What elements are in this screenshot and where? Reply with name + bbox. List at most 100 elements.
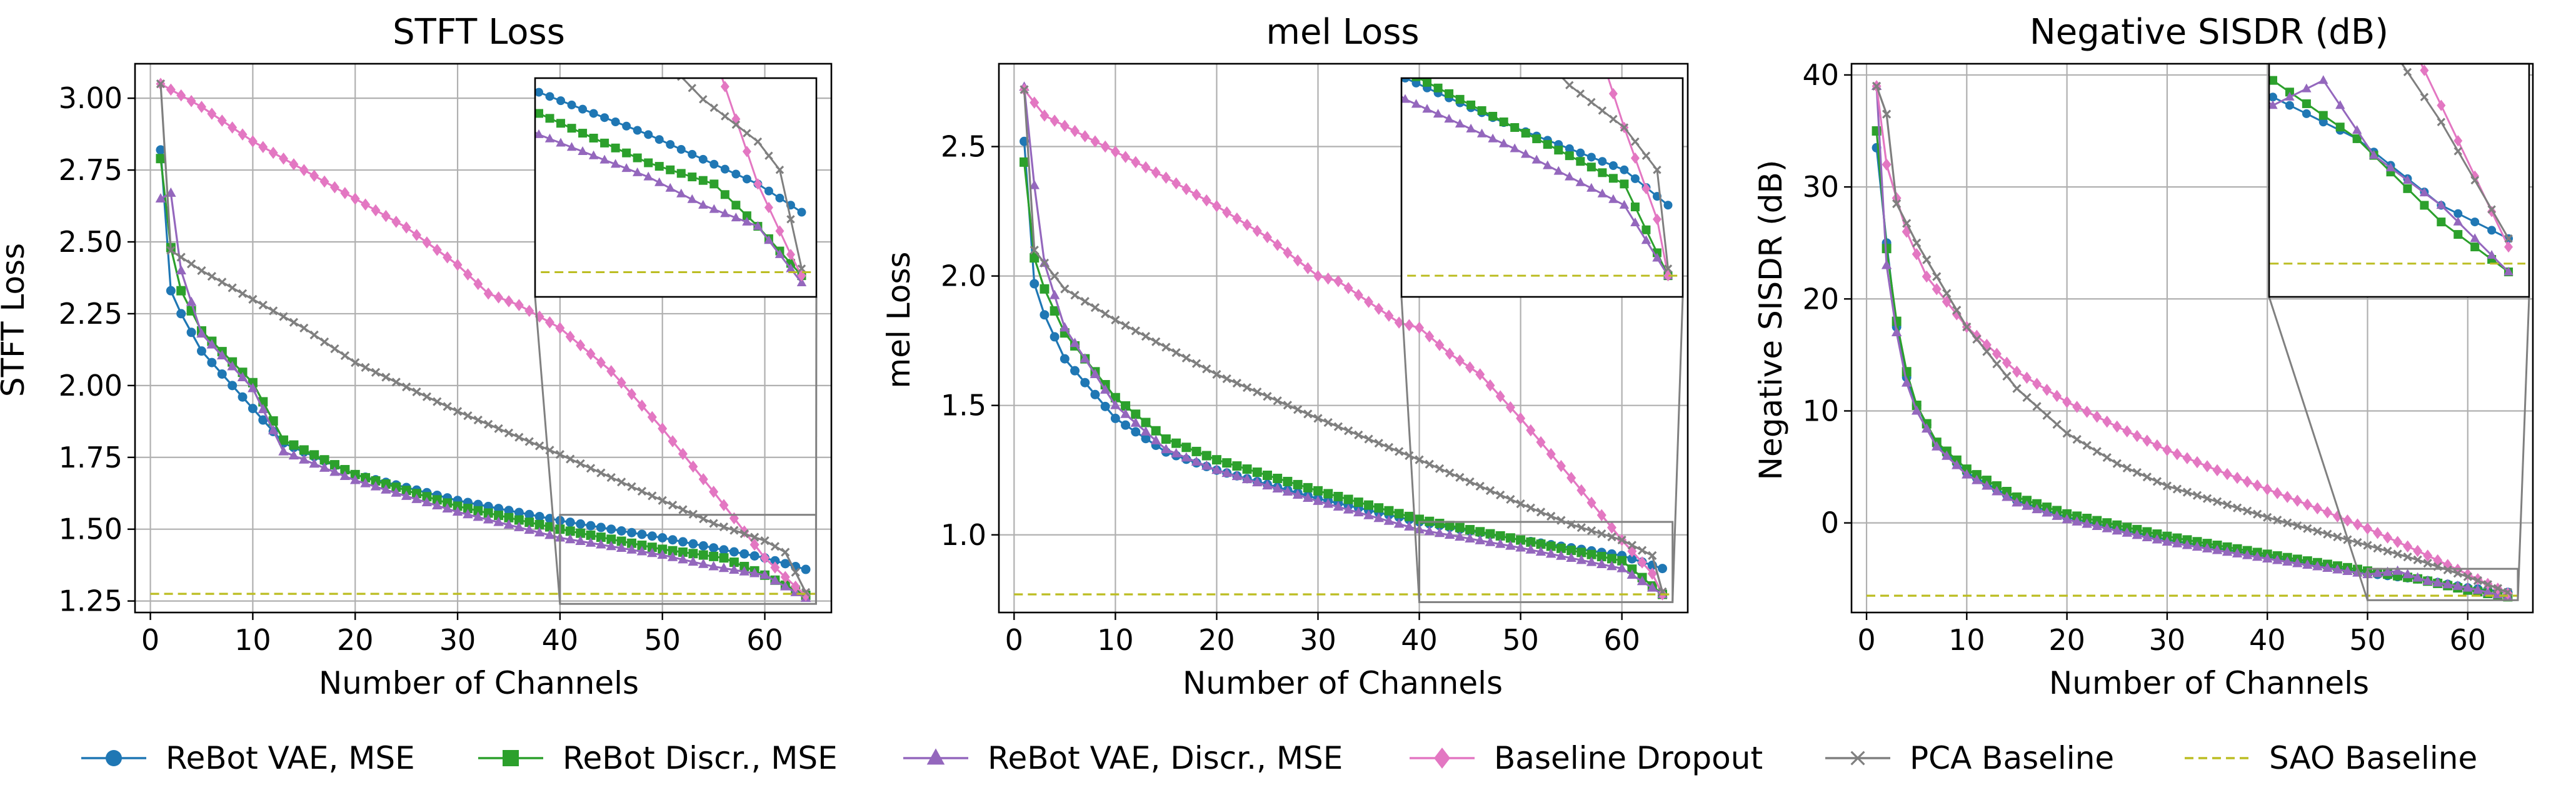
zoom-connector xyxy=(534,296,561,604)
data-point-vaedisc xyxy=(1515,542,1526,552)
data-point-drop xyxy=(1455,354,1465,367)
data-point-vaedisc xyxy=(452,506,463,516)
data-point-disc xyxy=(1050,306,1060,316)
data-point-pca xyxy=(534,441,544,451)
data-point-vaedisc xyxy=(2312,561,2323,571)
data-point-vaedisc xyxy=(349,474,361,484)
data-point-vaedisc xyxy=(1343,504,1354,514)
data-point-pca xyxy=(473,415,483,425)
data-point-vaedisc xyxy=(2012,497,2022,507)
data-point-vae xyxy=(567,100,576,109)
data-point-disc xyxy=(698,176,708,185)
data-point-vae xyxy=(1060,354,1070,364)
data-point-vaedisc xyxy=(2487,249,2497,259)
data-point-vaedisc xyxy=(626,544,637,554)
data-point-vaedisc xyxy=(2142,531,2153,541)
data-point-vaedisc xyxy=(442,503,453,513)
data-point-vae xyxy=(196,346,206,356)
series-line-pca xyxy=(159,84,807,593)
data-point-pca xyxy=(1506,494,1515,504)
data-point-vae xyxy=(688,149,697,159)
data-point-drop xyxy=(1374,302,1384,315)
data-point-pca xyxy=(2072,434,2082,444)
data-point-vae xyxy=(622,121,631,131)
data-point-drop xyxy=(1394,316,1404,329)
data-point-vaedisc xyxy=(1401,94,1410,103)
data-point-disc xyxy=(1526,537,1536,547)
data-point-disc xyxy=(1536,539,1546,549)
data-point-pca xyxy=(781,548,790,557)
data-point-vae xyxy=(654,135,664,144)
data-point-drop xyxy=(176,89,186,102)
zoom-indicator xyxy=(1400,296,1684,603)
data-point-pca xyxy=(627,482,636,491)
data-point-disc xyxy=(1171,438,1181,448)
x-tick-label: 50 xyxy=(1502,623,1539,657)
data-point-drop xyxy=(555,322,565,334)
data-point-vaedisc xyxy=(665,182,675,192)
data-point-pca xyxy=(1343,426,1353,436)
data-point-pca xyxy=(1151,337,1161,346)
data-point-drop xyxy=(2052,389,2062,402)
data-point-pca xyxy=(719,522,729,532)
data-point-vaedisc xyxy=(774,249,785,258)
data-point-vae xyxy=(1620,165,1629,174)
data-point-drop xyxy=(1364,296,1374,308)
data-point-vaedisc xyxy=(1952,459,1962,469)
data-point-disc xyxy=(1333,491,1343,501)
data-point-drop xyxy=(350,192,360,205)
data-point-disc xyxy=(1576,548,1586,558)
data-point-drop xyxy=(576,339,586,352)
data-point-vaedisc xyxy=(196,328,207,338)
y-tick-label: 2.50 xyxy=(59,225,123,259)
data-point-vaedisc xyxy=(566,142,577,151)
data-point-vaedisc xyxy=(1130,417,1141,427)
data-point-vae xyxy=(576,519,586,529)
data-point-vaedisc xyxy=(1525,544,1536,554)
data-point-pca xyxy=(402,382,411,392)
data-point-pca xyxy=(1202,364,1211,374)
data-point-vae xyxy=(801,564,811,574)
data-point-pca xyxy=(422,392,432,401)
axes-frame xyxy=(134,62,833,614)
data-point-pca xyxy=(1526,503,1535,512)
data-point-drop xyxy=(2352,518,2362,531)
data-point-pca xyxy=(2413,555,2422,564)
data-point-disc xyxy=(401,486,411,496)
data-point-pca xyxy=(1384,442,1394,452)
data-point-pca xyxy=(319,337,329,347)
legend-item-vaedisc: ReBot VAE, Discr., MSE xyxy=(903,740,1343,776)
x-tick-label: 60 xyxy=(1603,623,1640,657)
data-point-vaedisc xyxy=(1901,377,1912,387)
data-point-vaedisc xyxy=(155,193,166,203)
data-point-vaedisc xyxy=(565,534,576,544)
data-point-vaedisc xyxy=(1171,448,1181,458)
chart-title: STFT Loss xyxy=(393,12,565,52)
data-point-drop xyxy=(483,287,493,300)
data-point-vaedisc xyxy=(1466,123,1476,132)
data-point-drop xyxy=(473,278,483,291)
data-point-vaedisc xyxy=(1363,509,1374,519)
data-point-drop xyxy=(1652,213,1661,225)
data-point-vaedisc xyxy=(2472,584,2483,594)
data-point-pca xyxy=(2052,419,2062,429)
data-point-drop xyxy=(2282,491,2292,503)
data-point-vae xyxy=(678,537,688,547)
data-point-drop xyxy=(2062,396,2072,408)
y-tick-label: 3.00 xyxy=(59,81,123,115)
data-point-drop xyxy=(786,249,795,261)
data-point-pca xyxy=(1445,468,1455,478)
data-point-vaedisc xyxy=(1498,138,1509,148)
data-point-pca xyxy=(1394,447,1404,456)
data-point-pca xyxy=(749,532,759,542)
data-point-vaedisc xyxy=(2285,91,2295,101)
data-point-vaedisc xyxy=(1630,218,1640,227)
data-point-vaedisc xyxy=(718,562,729,572)
data-point-drop xyxy=(1556,459,1566,472)
ticks: 0 10 20 30 40 50 60 0 10 20 30 40 xyxy=(1802,58,2486,657)
data-point-vaedisc xyxy=(544,529,555,539)
inset-background xyxy=(535,78,816,297)
data-point-vaedisc xyxy=(1881,259,1892,269)
data-point-pca xyxy=(645,39,652,46)
data-point-pca xyxy=(612,6,619,12)
